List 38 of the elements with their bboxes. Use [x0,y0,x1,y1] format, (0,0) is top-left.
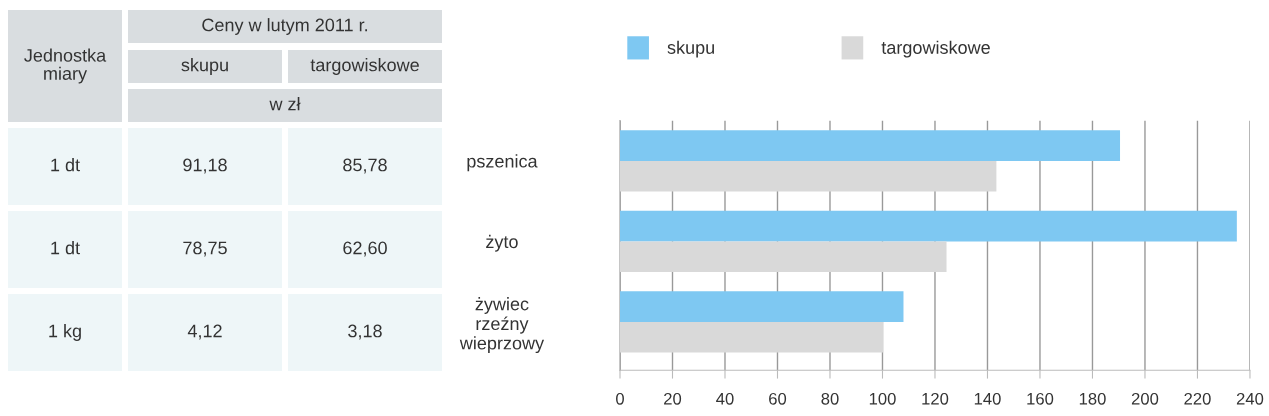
bar [620,160,997,192]
y-tick-label: żyto [486,234,518,252]
text: 1 dt [51,158,80,172]
text: targowiskowe [310,58,419,75]
legend-label: skupu [667,40,714,58]
text: 1 kg [49,324,81,341]
bar [620,210,1237,242]
text: 62,60 [343,241,387,257]
x-tick-label: 240 [1236,392,1264,405]
x-tick-label: 20 [664,392,682,405]
x-tick-label: 120 [922,392,949,405]
bar [620,130,1121,161]
x-tick-label: 200 [1131,392,1159,405]
x-tick-label: 220 [1184,392,1211,405]
text: 1 dt [51,241,80,255]
text: 78,75 [183,241,227,257]
x-tick-label: 40 [716,392,734,405]
bar [620,241,947,273]
text: 3,18 [348,324,382,340]
text: 91,18 [183,158,227,174]
legend-label: targowiskowe [881,40,990,58]
bar [620,321,884,353]
x-tick-label: 180 [1079,392,1106,405]
text: w zł [269,97,301,111]
x-tick-label: 0 [616,392,624,405]
x-tick-label: 80 [821,392,839,405]
text: Jednostka miary [24,48,107,84]
text: skupu [181,58,228,75]
y-tick-label: żywiec rzeźny wieprzowy [459,297,545,354]
text: Ceny w lutym 2011 r. [202,18,367,35]
x-tick-label: 160 [1027,392,1054,405]
x-tick-label: 140 [974,392,1001,405]
text: 85,78 [343,158,387,174]
y-tick-label: pszenica [467,154,538,172]
x-tick-label: 100 [869,392,896,405]
text: 4,12 [187,324,222,340]
bar [620,291,904,322]
x-tick-label: 60 [769,392,787,405]
